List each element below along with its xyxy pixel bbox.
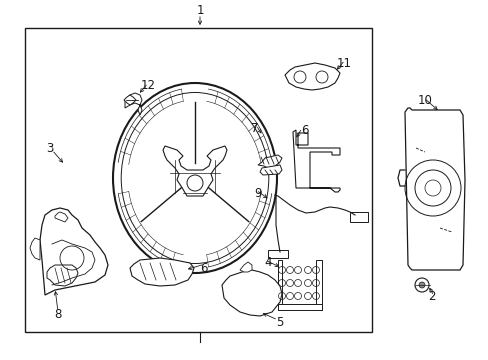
Text: 8: 8 bbox=[54, 309, 61, 321]
Text: 6: 6 bbox=[200, 261, 207, 275]
Polygon shape bbox=[285, 63, 339, 90]
Bar bbox=[25, 28, 371, 332]
Text: 1: 1 bbox=[196, 4, 203, 17]
Text: 12: 12 bbox=[140, 78, 155, 91]
Polygon shape bbox=[292, 130, 339, 192]
Polygon shape bbox=[47, 265, 78, 286]
Polygon shape bbox=[163, 146, 226, 196]
Text: 6: 6 bbox=[301, 123, 308, 136]
Text: 10: 10 bbox=[417, 94, 431, 107]
Polygon shape bbox=[222, 270, 282, 316]
Polygon shape bbox=[55, 212, 68, 222]
Polygon shape bbox=[240, 262, 251, 272]
Circle shape bbox=[418, 282, 424, 288]
Text: 5: 5 bbox=[276, 316, 283, 329]
Text: 9: 9 bbox=[254, 186, 261, 199]
Polygon shape bbox=[278, 304, 321, 310]
Polygon shape bbox=[30, 238, 40, 260]
Polygon shape bbox=[40, 208, 108, 295]
Polygon shape bbox=[260, 165, 282, 175]
Polygon shape bbox=[258, 155, 282, 168]
Polygon shape bbox=[315, 260, 321, 310]
Bar bbox=[267, 250, 287, 258]
Text: 11: 11 bbox=[336, 57, 351, 69]
Bar bbox=[349, 212, 367, 222]
Text: 4: 4 bbox=[264, 256, 271, 269]
Polygon shape bbox=[278, 260, 282, 310]
Polygon shape bbox=[124, 95, 136, 105]
Polygon shape bbox=[404, 108, 464, 270]
Text: 2: 2 bbox=[427, 289, 435, 302]
Text: 3: 3 bbox=[46, 141, 54, 154]
Polygon shape bbox=[125, 93, 142, 115]
Text: 7: 7 bbox=[251, 122, 258, 135]
Polygon shape bbox=[130, 258, 194, 286]
